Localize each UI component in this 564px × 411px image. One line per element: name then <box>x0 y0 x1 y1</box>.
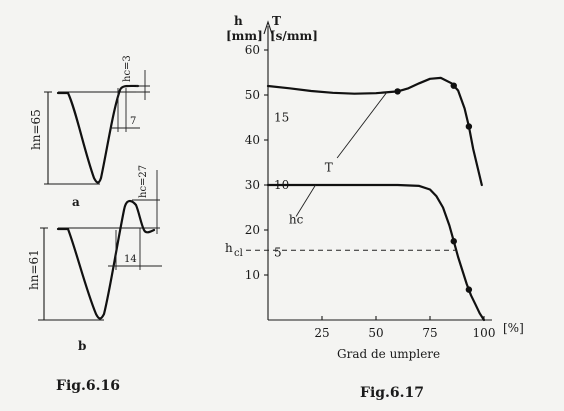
series-t-marker <box>394 88 401 95</box>
fig-6-16-caption: Fig.6.16 <box>56 378 120 394</box>
series-hc-line <box>266 183 486 322</box>
y2-tick-label: 5 <box>274 246 282 260</box>
fig-6-16b: hn=61 hc=27 14 b <box>27 165 162 353</box>
x-tick-label: 100 <box>473 326 496 340</box>
fig-6-16a-hn-dim <box>44 91 52 185</box>
series-t-marker <box>450 82 457 89</box>
fig-6-16a: hn=65 hc=3 7 a <box>29 55 150 209</box>
fig-6-16b-letter: b <box>78 339 86 353</box>
fig-6-16a-hc-label: hc=3 <box>122 55 133 82</box>
fig-6-16a-width-label: 7 <box>130 116 136 127</box>
fig-6-16a-hn-label: hn=65 <box>29 109 43 150</box>
fig-6-17-chart: h T [mm] [s/mm] [%] Grad de umplere h cl… <box>225 14 524 361</box>
fig-6-16a-letter: a <box>72 195 80 209</box>
fig-6-16b-profile <box>56 199 156 320</box>
annotation-hc-label: hc <box>289 212 304 226</box>
fig-6-16b-hc-dim <box>132 170 160 234</box>
series-t-line <box>266 76 483 187</box>
y-tick-label: 60 <box>245 43 260 57</box>
fig-6-17-caption: Fig.6.17 <box>360 385 424 401</box>
x-tick-label: 50 <box>368 326 383 340</box>
x-tick-label: 25 <box>314 326 329 340</box>
y-axis-h-unit: [mm] <box>226 29 263 43</box>
y-tick-label: 50 <box>245 88 260 102</box>
hc1-label-subscript: cl <box>234 248 243 259</box>
chart-y-axis-arrow <box>263 20 273 35</box>
hc1-label: h <box>225 241 233 255</box>
annotation-t-label: T <box>325 161 333 175</box>
y-axis-t-unit: [s/mm] <box>270 29 318 43</box>
series-t-marker <box>465 123 473 130</box>
y-axis-t-symbol: T <box>272 14 281 28</box>
annotation-t-leader <box>336 92 388 159</box>
y-axis-h-symbol: h <box>234 14 243 28</box>
fig-6-16b-hc-label: hc=27 <box>138 165 149 198</box>
x-tick-label: 75 <box>422 326 437 340</box>
fig-6-16b-hn-dim <box>40 227 48 321</box>
fig-6-16a-hc-dim <box>136 70 150 100</box>
fig-6-16a-width-dim <box>110 88 140 132</box>
fig-6-16b-width-label: 14 <box>124 254 137 265</box>
y-tick-label: 10 <box>245 268 260 282</box>
y-tick-label: 20 <box>245 223 260 237</box>
annotation-hc-leader <box>295 184 316 217</box>
x-axis-unit: [%] <box>503 321 524 335</box>
y-tick-label: 30 <box>245 178 260 192</box>
fig-6-16a-profile <box>56 84 140 184</box>
fig-6-16b-hn-label: hn=61 <box>27 249 41 290</box>
y2-tick-label: 15 <box>274 111 289 125</box>
fig-6-16b-width-dim <box>108 228 162 270</box>
y-tick-label: 40 <box>245 133 260 147</box>
x-axis-title: Grad de umplere <box>337 347 440 361</box>
series-hc-marker <box>450 238 457 245</box>
series-hc-marker <box>465 286 473 293</box>
